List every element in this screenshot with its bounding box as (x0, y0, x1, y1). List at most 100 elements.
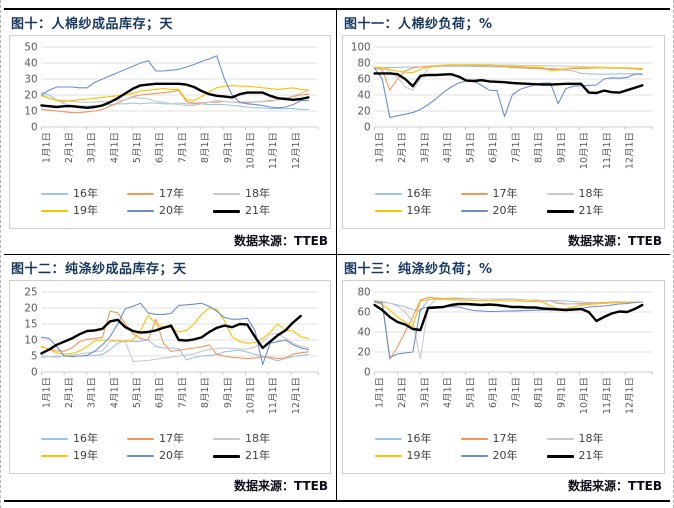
chart-panel-fig10: 图十：人棉纱成品库存；天 0 10 20 30 40 50 1月1日 2月1日 3月1日 4月1日… (4, 10, 337, 255)
legend-label: 17年 (159, 432, 184, 445)
x-axis-tick-label: 4月1日 (109, 132, 120, 163)
chart-panel-fig12: 图十二：纯涤纱成品库存；天 0 5 10 15 20 25 1月1日 2月1日 3月1日 4月1日… (4, 255, 337, 500)
chart-legend-fig11: 16年 17年 18年 19年 20年 21年 (345, 188, 662, 217)
y-axis-tick-label: 40 (357, 326, 370, 338)
x-axis-tick-label: 10月1日 (246, 377, 257, 414)
x-axis-tick-label: 3月1日 (420, 132, 431, 163)
legend-item-21年: 21年 (546, 450, 633, 462)
legend-line-sample (460, 455, 488, 457)
charts-grid: 图十：人棉纱成品库存；天 0 10 20 30 40 50 1月1日 2月1日 3月1日 4月1日… (4, 8, 670, 502)
x-axis-tick-label: 2月1日 (397, 377, 408, 408)
chart-panel-fig13: 图十三：纯涤纱负荷；% 0 20 40 60 80 1月1日 2月1日 3月1日 4月1日 5月1… (337, 255, 670, 500)
series-line-16年 (40, 92, 309, 110)
legend-item-21年: 21年 (213, 450, 299, 462)
x-axis-tick-label: 4月1日 (109, 377, 120, 408)
chart-figure-fig13: 0 20 40 60 80 1月1日 2月1日 3月1日 4月1日 5月1日 6月1日 7月1日 8月1… (342, 280, 665, 474)
y-axis-tick-label: 20 (357, 346, 370, 358)
y-axis-tick-label: 0 (31, 121, 38, 133)
series-line-20年 (40, 55, 309, 109)
legend-label: 20年 (159, 204, 184, 217)
x-axis-tick-label: 6月1日 (155, 132, 166, 163)
chart-legend-fig10: 16年 17年 18年 19年 20年 21年 (12, 188, 328, 217)
legend-label: 19年 (73, 204, 98, 217)
x-axis-tick-label: 3月1日 (420, 377, 431, 408)
x-axis-tick-label: 1月1日 (374, 132, 385, 163)
legend-item-20年: 20年 (127, 205, 213, 217)
legend-label: 20年 (159, 449, 184, 462)
legend-label: 18年 (245, 432, 270, 445)
legend-label: 16年 (406, 187, 432, 200)
x-axis-tick-label: 9月1日 (223, 377, 234, 408)
x-axis-tick-label: 2月1日 (64, 132, 75, 163)
y-axis-tick-label: 5 (31, 350, 38, 362)
chart-panel-fig11: 图十一：人棉纱负荷；% 0 20 40 60 80 100 1月1日 2月1日 3月1日 4月1日… (337, 10, 670, 255)
legend-item-20年: 20年 (127, 450, 213, 462)
x-axis-tick-label: 12月1日 (625, 132, 636, 169)
legend-label: 19年 (406, 449, 432, 462)
legend-line-sample (374, 455, 402, 457)
legend-item-16年: 16年 (41, 188, 127, 200)
legend-item-17年: 17年 (460, 432, 547, 445)
line-chart-fig11: 0 20 40 60 80 100 1月1日 2月1日 3月1日 4月1日 5月1日 6月1日 7月1日… (351, 41, 653, 169)
y-axis-tick-label: 0 (364, 121, 371, 133)
line-chart-fig12: 0 5 10 15 20 25 1月1日 2月1日 3月1日 4月1日 5月1日 6月1日 7月1日 8月… (24, 286, 319, 414)
legend-item-18年: 18年 (546, 432, 633, 445)
x-axis-tick-label: 8月1日 (200, 377, 211, 408)
legend-line-sample (546, 193, 574, 195)
legend-label: 21年 (578, 204, 604, 217)
legend-line-sample (460, 193, 488, 195)
legend-label: 17年 (492, 187, 518, 200)
y-axis-tick-label: 10 (24, 334, 37, 346)
series-line-18年 (373, 64, 643, 91)
legend-line-sample (546, 438, 574, 440)
x-axis-tick-label: 11月1日 (268, 132, 279, 169)
chart-title-fig10: 图十：人棉纱成品库存；天 (11, 17, 174, 32)
series-line-19年 (373, 64, 643, 74)
x-axis-tick-label: 3月1日 (87, 132, 98, 163)
legend-label: 20年 (492, 204, 518, 217)
x-axis-tick-label: 12月1日 (291, 132, 302, 169)
x-axis-tick-label: 2月1日 (64, 377, 75, 408)
x-axis-tick-label: 8月1日 (534, 377, 545, 408)
legend-label: 20年 (492, 449, 518, 462)
legend-item-16年: 16年 (374, 187, 461, 200)
legend-line-sample (41, 455, 68, 457)
legend-item-21年: 21年 (546, 204, 633, 217)
x-axis-tick-label: 9月1日 (223, 132, 234, 163)
legend-label: 18年 (578, 187, 604, 200)
legend-item-19年: 19年 (41, 205, 127, 217)
legend-label: 19年 (406, 204, 432, 217)
y-axis-tick-label: 0 (364, 366, 371, 378)
data-source-label: 数据来源：TTEB (568, 479, 662, 493)
x-axis-tick-label: 1月1日 (41, 377, 52, 408)
legend-label: 21年 (245, 204, 270, 217)
series-line-19年 (373, 298, 643, 328)
legend-item-16年: 16年 (374, 433, 461, 445)
y-axis-tick-label: 10 (24, 105, 37, 117)
x-axis-tick-label: 12月1日 (625, 377, 636, 414)
legend-label: 17年 (159, 187, 184, 200)
legend-label: 18年 (578, 432, 604, 445)
x-axis-tick-label: 5月1日 (132, 132, 143, 163)
legend-label: 17年 (492, 432, 518, 445)
chart-figure-fig10: 0 10 20 30 40 50 1月1日 2月1日 3月1日 4月1日 5月1日 6月1日 7月1日 8… (9, 35, 331, 229)
chart-figure-fig12: 0 5 10 15 20 25 1月1日 2月1日 3月1日 4月1日 5月1日 6月1日 7月1日 8月… (9, 280, 331, 474)
legend-line-sample (41, 210, 68, 212)
x-axis-tick-label: 9月1日 (557, 377, 568, 408)
legend-line-sample (127, 438, 154, 440)
data-source-label: 数据来源：TTEB (234, 234, 328, 248)
x-axis-tick-label: 6月1日 (155, 377, 166, 408)
legend-line-sample (460, 210, 488, 212)
legend-line-sample (546, 209, 574, 213)
x-axis-tick-label: 1月1日 (41, 132, 52, 163)
x-axis-tick-label: 10月1日 (246, 132, 257, 169)
x-axis-tick-label: 7月1日 (511, 377, 522, 408)
series-line-19年 (40, 307, 309, 355)
legend-item-18年: 18年 (213, 433, 299, 445)
legend-label: 16年 (73, 432, 98, 445)
x-axis-tick-label: 1月1日 (374, 377, 385, 408)
x-axis-tick-label: 4月1日 (443, 377, 454, 408)
legend-line-sample (127, 193, 154, 195)
y-axis-tick-label: 30 (24, 73, 37, 85)
y-axis-tick-label: 100 (351, 41, 371, 53)
